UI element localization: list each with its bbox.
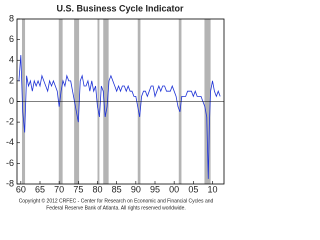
footer: Federal Reserve Bank of Atlanta. All rig…: [46, 205, 186, 211]
y-tick-label: -6: [6, 158, 14, 168]
y-tick-label: 0: [9, 96, 14, 106]
y-tick-label: 8: [9, 13, 14, 23]
y-tick-label: 2: [9, 75, 14, 85]
y-tick-label: 6: [9, 34, 14, 44]
x-tick-label: 65: [35, 184, 45, 194]
x-tick-label: 90: [131, 184, 141, 194]
y-tick-label: -2: [6, 117, 14, 127]
plot-frame: [16, 18, 225, 185]
chart: U.S. Business Cycle Indicator Copyright …: [6, 3, 225, 211]
x-tick-label: 80: [92, 184, 102, 194]
x-tick-label: 85: [112, 184, 122, 194]
y-tick-label: -8: [6, 178, 14, 188]
chart-title: U.S. Business Cycle Indicator: [56, 3, 184, 13]
y-tick-label: -4: [6, 137, 14, 147]
x-tick-label: 75: [73, 184, 83, 194]
footer: Copyright © 2012 CRFEC - Center for Rese…: [19, 197, 214, 204]
x-tick-label: 05: [188, 184, 198, 194]
y-tick-label: 4: [9, 55, 14, 65]
x-tick-label: 70: [54, 184, 64, 194]
x-tick-label: 00: [169, 184, 179, 194]
x-tick-label: 10: [207, 184, 217, 194]
x-tick-label: 95: [150, 184, 160, 194]
data-line: [18, 55, 221, 179]
x-tick-label: 60: [16, 184, 26, 194]
